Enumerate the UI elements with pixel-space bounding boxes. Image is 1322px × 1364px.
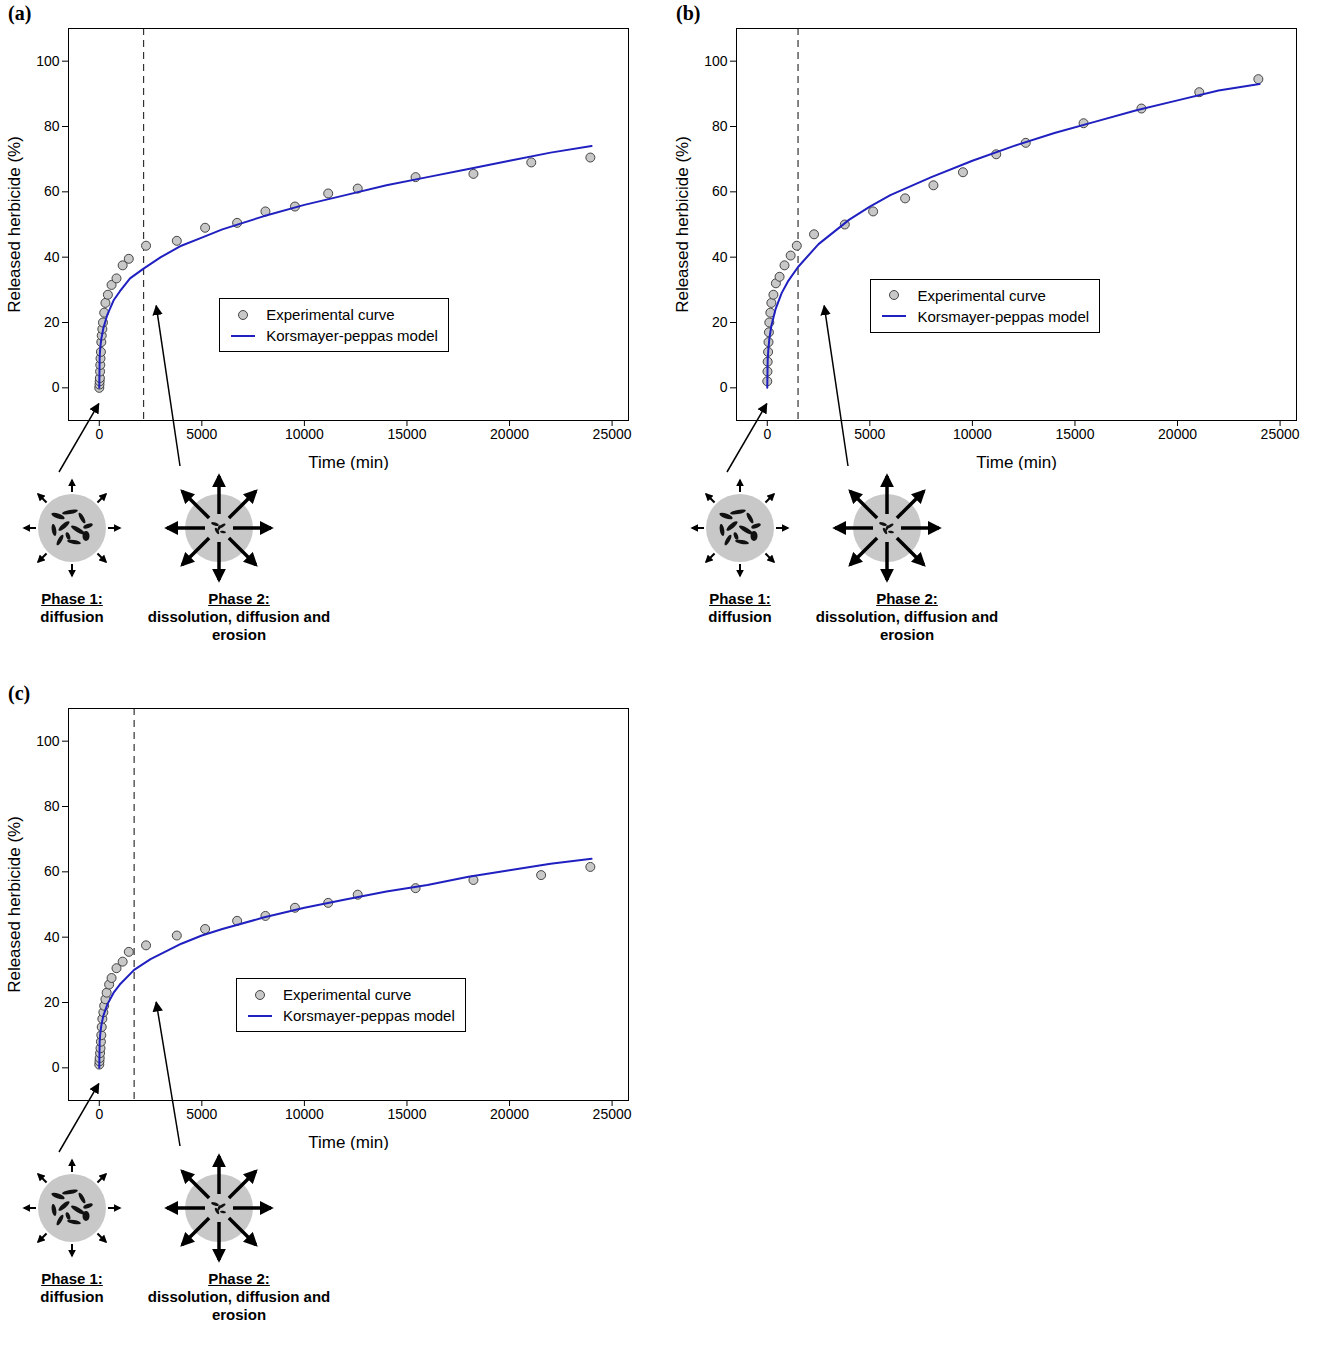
html-text:Phase 1:: Phase 1:	[41, 1270, 103, 1287]
html-text:diffusion: diffusion	[708, 608, 772, 625]
svg-text:60: 60	[44, 863, 60, 879]
html-text:Experimental curve: Experimental curve	[917, 286, 1046, 304]
html-text:(c): (c)	[8, 682, 31, 704]
svg-text:Time (min): Time (min)	[976, 453, 1057, 471]
svg-text:10000: 10000	[953, 426, 992, 442]
svg-text:0: 0	[720, 379, 728, 395]
svg-text:20: 20	[44, 994, 60, 1010]
html-text:Experimental curve: Experimental curve	[283, 986, 412, 1004]
html-text:Korsmayer-peppas model: Korsmayer-peppas model	[283, 1007, 455, 1025]
svg-text:20: 20	[712, 314, 728, 330]
html-text:Experimental curve: Experimental curve	[266, 306, 395, 324]
svg-text:80: 80	[44, 118, 60, 134]
svg-text:25000: 25000	[1261, 426, 1300, 442]
svg-text:40: 40	[44, 929, 60, 945]
html-text:Phase 1:: Phase 1:	[41, 590, 103, 607]
html-text:(b): (b)	[676, 2, 701, 24]
svg-text:10000: 10000	[285, 426, 324, 442]
html-text:Phase 2:: Phase 2:	[208, 590, 270, 607]
svg-text:Released herbicide (%): Released herbicide (%)	[5, 816, 24, 993]
svg-text:Released herbicide (%): Released herbicide (%)	[5, 136, 24, 313]
svg-text:Released herbicide (%): Released herbicide (%)	[673, 136, 692, 313]
svg-text:20: 20	[44, 314, 60, 330]
html-text:dissolution, diffusion and ero: dissolution, diffusion and erosion	[147, 1288, 331, 1323]
svg-text:80: 80	[44, 798, 60, 814]
svg-text:100: 100	[36, 53, 60, 69]
svg-text:60: 60	[712, 183, 728, 199]
svg-text:5000: 5000	[854, 426, 885, 442]
svg-text:Time (min): Time (min)	[308, 1133, 389, 1151]
svg-text:15000: 15000	[1055, 426, 1094, 442]
svg-text:0: 0	[763, 426, 771, 442]
html-text:Phase 2:: Phase 2:	[876, 590, 938, 607]
svg-text:0: 0	[95, 426, 103, 442]
html-text:Phase 1:: Phase 1:	[709, 590, 771, 607]
svg-text:40: 40	[712, 249, 728, 265]
html-text:diffusion: diffusion	[40, 1288, 104, 1305]
svg-text:20000: 20000	[490, 1106, 529, 1122]
html-text:Phase 2:: Phase 2:	[208, 1270, 270, 1287]
svg-text:40: 40	[44, 249, 60, 265]
svg-text:100: 100	[704, 53, 728, 69]
html-text:(a): (a)	[8, 2, 32, 24]
svg-text:20000: 20000	[490, 426, 529, 442]
svg-text:60: 60	[44, 183, 60, 199]
html-text:diffusion: diffusion	[40, 608, 104, 625]
svg-text:0: 0	[95, 1106, 103, 1122]
svg-text:80: 80	[712, 118, 728, 134]
svg-text:15000: 15000	[387, 1106, 426, 1122]
svg-text:25000: 25000	[593, 426, 632, 442]
svg-text:0: 0	[52, 1059, 60, 1075]
html-text:dissolution, diffusion and ero: dissolution, diffusion and erosion	[815, 608, 999, 643]
svg-text:0: 0	[52, 379, 60, 395]
svg-text:25000: 25000	[593, 1106, 632, 1122]
svg-text:5000: 5000	[186, 426, 217, 442]
svg-text:5000: 5000	[186, 1106, 217, 1122]
html-text:dissolution, diffusion and ero: dissolution, diffusion and erosion	[147, 608, 331, 643]
svg-text:15000: 15000	[387, 426, 426, 442]
svg-text:20000: 20000	[1158, 426, 1197, 442]
svg-text:100: 100	[36, 733, 60, 749]
svg-text:10000: 10000	[285, 1106, 324, 1122]
html-text:Korsmayer-peppas model: Korsmayer-peppas model	[266, 327, 438, 345]
html-text:Korsmayer-peppas model: Korsmayer-peppas model	[917, 307, 1090, 325]
svg-text:Time (min): Time (min)	[308, 453, 389, 471]
